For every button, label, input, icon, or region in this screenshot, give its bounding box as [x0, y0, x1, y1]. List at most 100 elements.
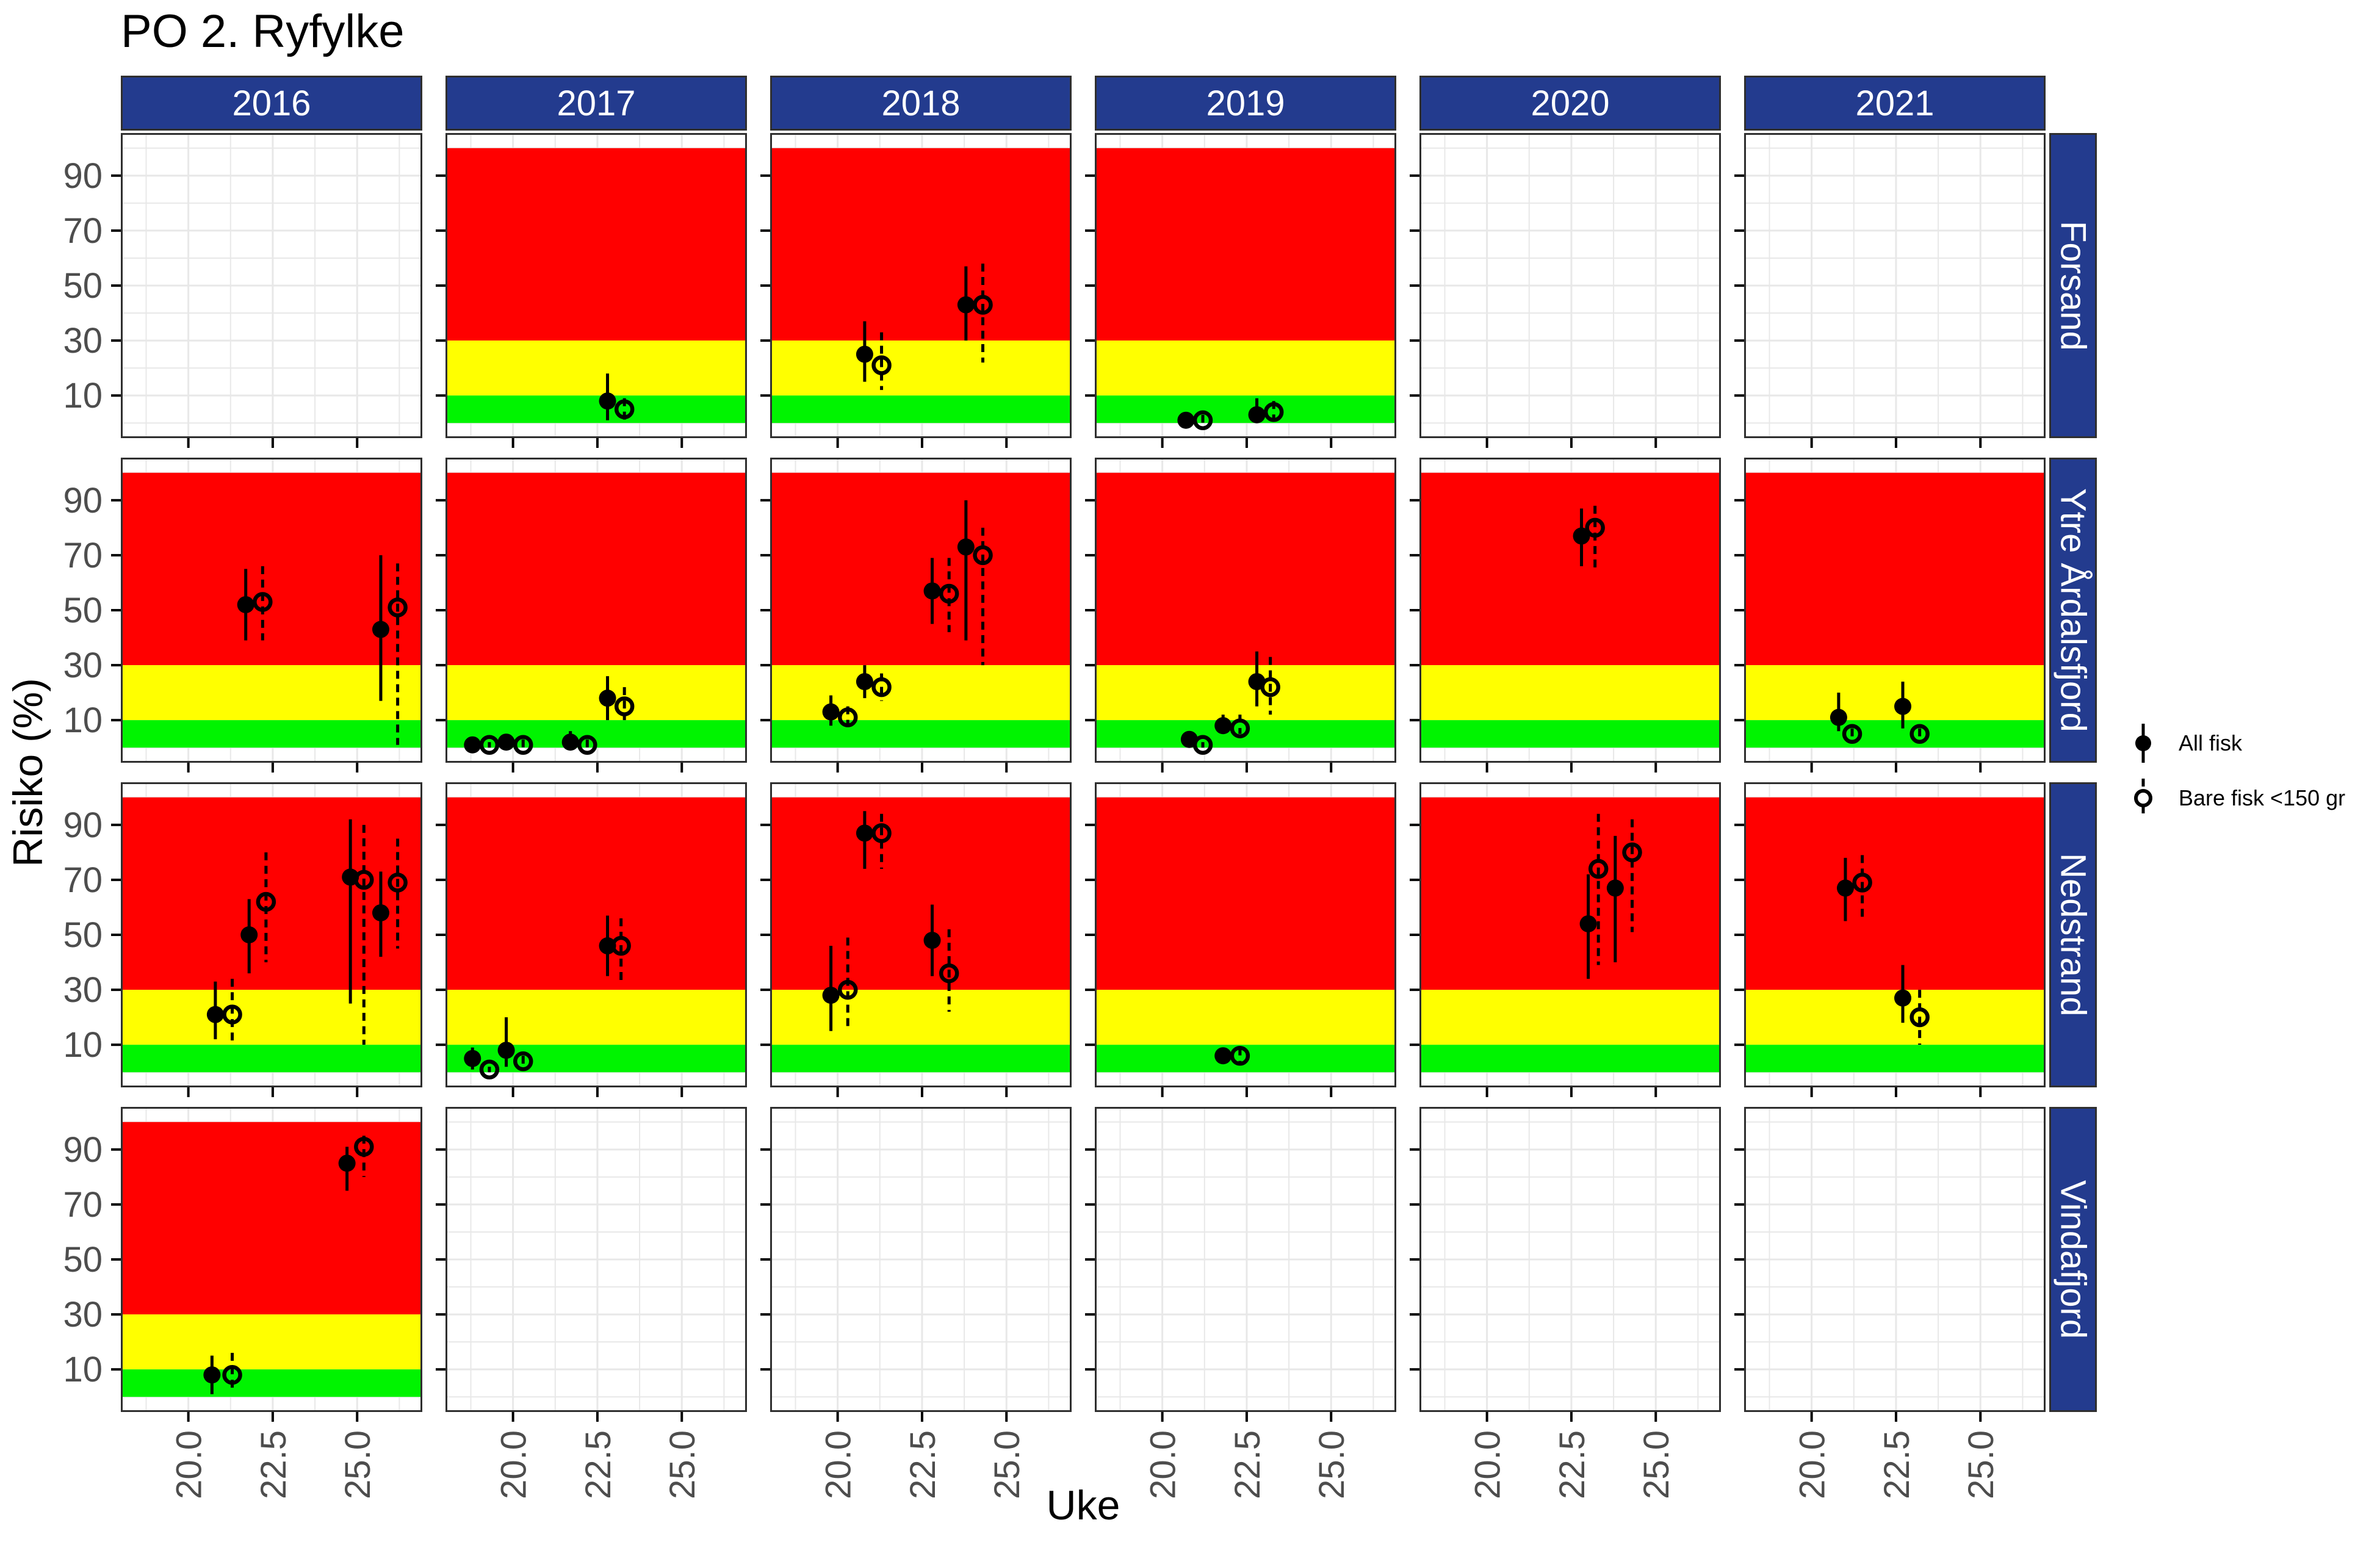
svg-text:22.5: 22.5 — [1877, 1430, 1917, 1499]
y-axis-title: Risiko (%) — [5, 678, 51, 867]
pointranges — [206, 819, 408, 1045]
risk-bands — [1744, 472, 2046, 748]
axis-ticks — [111, 174, 359, 448]
gridlines — [121, 133, 422, 438]
svg-text:50: 50 — [63, 591, 103, 630]
pointrange-all — [957, 500, 975, 641]
pointrange-all — [497, 733, 515, 751]
pointrange-bare — [1192, 735, 1213, 755]
pointrange-all — [1248, 398, 1266, 423]
pointrange-all — [240, 899, 258, 974]
axis-ticks — [760, 1148, 1008, 1422]
pointranges — [1214, 1045, 1250, 1066]
pointrange-all — [372, 555, 389, 701]
pointranges — [464, 915, 631, 1079]
risk-bands — [1095, 797, 1396, 1073]
pointrange-all — [1894, 965, 1911, 1023]
pointrange-all — [599, 373, 616, 420]
y-tick-labels: 10 30 50 70 90 — [63, 481, 103, 740]
x-tick-labels: 20.0 22.5 25.0 — [170, 1430, 378, 1499]
axis-ticks — [111, 1148, 359, 1422]
gridlines — [770, 1107, 1072, 1412]
pointrange-all — [957, 266, 975, 341]
svg-text:10: 10 — [63, 1350, 103, 1389]
panel-2020-nedstrand — [1410, 782, 1721, 1097]
svg-text:10: 10 — [63, 701, 103, 740]
pointrange-bare — [1585, 505, 1605, 569]
svg-text:20.0: 20.0 — [1468, 1430, 1508, 1499]
svg-text:50: 50 — [63, 915, 103, 955]
pointrange-all — [1830, 693, 1847, 732]
panel-2017-vindafjord: 20.0 22.5 25.0 — [436, 1107, 747, 1499]
risk-bands — [1095, 148, 1396, 423]
svg-text:25.0: 25.0 — [663, 1430, 702, 1499]
pointranges — [822, 811, 959, 1031]
pointrange-bare — [577, 735, 597, 755]
panel-2016-nedstrand: 10 30 50 70 90 — [63, 782, 422, 1097]
facet-column-strip-2019: 2019 — [1095, 76, 1396, 131]
risk-bands — [121, 472, 422, 748]
gridlines — [1419, 1107, 1721, 1412]
svg-text:90: 90 — [63, 805, 103, 845]
pointrange-bare — [388, 838, 408, 949]
axis-ticks — [760, 174, 1008, 448]
pointrange-bare — [1230, 1045, 1250, 1066]
svg-text:70: 70 — [63, 1185, 103, 1225]
panel-2019-nedstrand — [1085, 782, 1396, 1097]
pointrange-bare — [939, 929, 959, 1012]
pointrange-bare — [222, 979, 242, 1042]
panel-2017-nedstrand — [436, 782, 747, 1097]
pointrange-all — [1214, 1047, 1232, 1065]
legend-item-all-fisk: All fisk — [2124, 720, 2345, 766]
risk-bands — [770, 797, 1072, 1073]
pointrange-all — [1214, 715, 1232, 735]
pointrange-bare — [1230, 715, 1250, 738]
pointrange-all — [856, 811, 873, 869]
pointrange-bare — [354, 824, 374, 1045]
pointrange-bare — [513, 1051, 533, 1072]
gridlines — [1095, 1107, 1396, 1412]
pointrange-bare — [973, 263, 993, 363]
axis-ticks — [436, 1148, 683, 1422]
facet-column-strip-2016: 2016 — [121, 76, 422, 131]
facet-row-strip-nedstrand: Nedstrand — [2049, 782, 2097, 1087]
legend: All fisk Bare fisk <150 gr — [2124, 720, 2345, 821]
pointrange-all — [822, 946, 840, 1031]
svg-text:50: 50 — [63, 266, 103, 306]
pointrange-bare — [871, 813, 892, 869]
pointrange-bare — [973, 527, 993, 666]
pointrange-solid-icon — [2135, 724, 2151, 763]
axis-ticks — [1085, 499, 1333, 773]
panel-2017-forsand — [436, 133, 747, 448]
panel-2021-ytre-rdalsfjord — [1734, 458, 2046, 773]
pointrange-all — [822, 695, 840, 726]
axis-ticks — [1410, 823, 1657, 1097]
pointrange-bare — [1192, 410, 1213, 430]
pointrange-all — [561, 731, 579, 751]
axis-ticks — [760, 823, 1008, 1097]
svg-text:25.0: 25.0 — [987, 1430, 1027, 1499]
legend-label-all-fisk: All fisk — [2179, 730, 2243, 755]
pointranges — [1830, 682, 1930, 744]
y-tick-labels: 10 30 50 70 90 — [63, 1130, 103, 1389]
svg-text:90: 90 — [63, 481, 103, 520]
pointrange-all — [464, 1047, 481, 1070]
facet-column-strip-2020: 2020 — [1419, 76, 1721, 131]
pointrange-bare — [388, 563, 408, 745]
svg-text:22.5: 22.5 — [1228, 1430, 1268, 1499]
pointranges — [1579, 813, 1642, 979]
risk-bands — [445, 797, 747, 1073]
axis-ticks — [1085, 823, 1333, 1097]
gridlines — [1744, 1107, 2046, 1412]
panel-2021-forsand — [1734, 133, 2046, 448]
pointrange-bare — [222, 1353, 242, 1392]
pointrange-bare — [611, 918, 631, 982]
pointrange-bare — [1588, 813, 1609, 965]
svg-text:30: 30 — [63, 1295, 103, 1334]
pointranges — [1180, 651, 1280, 755]
svg-text:25.0: 25.0 — [338, 1430, 378, 1499]
svg-text:20.0: 20.0 — [1793, 1430, 1833, 1499]
risk-bands — [121, 1122, 422, 1397]
pointranges — [1573, 505, 1605, 569]
pointrange-all — [856, 665, 873, 699]
